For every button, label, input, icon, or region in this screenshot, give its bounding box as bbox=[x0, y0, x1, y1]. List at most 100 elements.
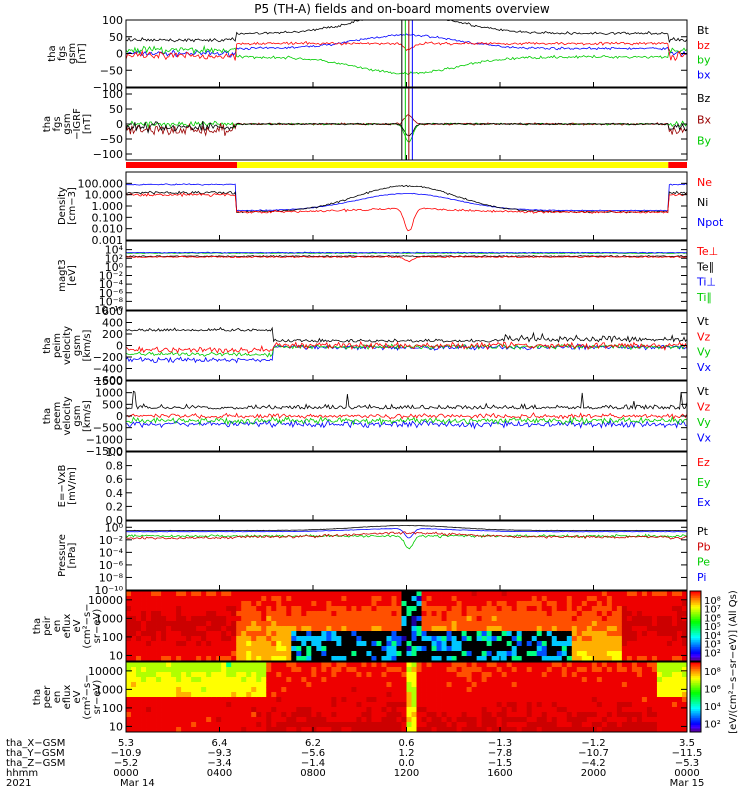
spectrogram-cell bbox=[661, 651, 668, 657]
spectrogram-cell bbox=[196, 717, 202, 723]
spectrogram-cell bbox=[596, 656, 603, 661]
spectrogram-cell bbox=[541, 626, 548, 632]
spectrogram-cell bbox=[441, 621, 447, 627]
series-line-Vz bbox=[126, 340, 687, 354]
spectrogram-cell bbox=[511, 641, 518, 647]
spectrogram-cell bbox=[516, 662, 523, 668]
spectrogram-cell bbox=[511, 707, 518, 713]
spectrogram-cell bbox=[331, 722, 337, 728]
spectrogram-cell bbox=[466, 662, 473, 668]
spectrogram-cell bbox=[226, 672, 232, 678]
spectrogram-cell bbox=[491, 611, 498, 617]
spectrogram-cell bbox=[211, 621, 217, 627]
spectrogram-cell bbox=[671, 601, 678, 607]
spectrogram-cell bbox=[341, 692, 347, 698]
spectrogram-cell bbox=[506, 631, 513, 637]
spectrogram-cell bbox=[676, 682, 683, 688]
spectrogram-cell bbox=[481, 636, 488, 642]
spectrogram-cell bbox=[436, 682, 442, 688]
y-axis-label-line: fgs bbox=[57, 46, 68, 61]
spectrogram-cell bbox=[651, 712, 658, 718]
spectrogram-cell bbox=[276, 606, 282, 612]
spectrogram-cell bbox=[651, 606, 658, 612]
spectrogram-cell bbox=[366, 621, 372, 627]
spectrogram-cell bbox=[201, 697, 207, 703]
spectrogram-cell bbox=[466, 697, 473, 703]
spectrogram-cell bbox=[411, 626, 417, 632]
spectrogram-cell bbox=[196, 702, 202, 708]
spectrogram-cell bbox=[196, 636, 202, 642]
spectrogram-cell bbox=[506, 656, 513, 661]
spectrogram-cell bbox=[176, 656, 182, 661]
spectrogram-cell bbox=[241, 611, 247, 617]
spectrogram-cell bbox=[441, 707, 447, 713]
spectrogram-cell bbox=[301, 692, 307, 698]
spectrogram-cell bbox=[376, 596, 382, 602]
spectrogram-cell bbox=[161, 697, 167, 703]
spectrogram-cell bbox=[596, 621, 603, 627]
spectrogram-cell bbox=[176, 672, 182, 678]
spectrogram-cell bbox=[666, 621, 673, 627]
spectrogram-cell bbox=[536, 656, 543, 661]
colorbar-tick: 10⁶ bbox=[704, 613, 721, 624]
spectrogram-cell bbox=[486, 697, 493, 703]
series-line-Ni bbox=[126, 184, 687, 214]
legend-Npot: Npot bbox=[697, 216, 724, 229]
spectrogram-cell bbox=[151, 651, 157, 657]
spectrogram-cell bbox=[386, 697, 392, 703]
spectrogram-cell bbox=[601, 692, 608, 698]
spectrogram-cell bbox=[481, 591, 488, 597]
spectrogram-cell bbox=[351, 697, 357, 703]
colorbar-step bbox=[690, 629, 701, 632]
spectrogram-cell bbox=[596, 662, 603, 668]
spectrogram-cell bbox=[351, 687, 357, 693]
spectrogram-cell bbox=[376, 646, 382, 652]
spectrogram-cell bbox=[561, 712, 568, 718]
spectrogram-cell bbox=[211, 616, 217, 622]
panel-peer-spectrogram: 10000100010010thapeerenefluxeV(cm²−s−sr−… bbox=[32, 661, 688, 733]
spectrogram-cell bbox=[361, 722, 367, 728]
spectrogram-cell bbox=[456, 727, 462, 732]
ytick-label: 50 bbox=[109, 103, 123, 116]
y-axis-label: Pressure[nPa] bbox=[57, 534, 78, 577]
spectrogram-cell bbox=[336, 687, 342, 693]
spectrogram-cell bbox=[291, 687, 297, 693]
spectrogram-cell bbox=[156, 697, 162, 703]
spectrogram-cell bbox=[391, 611, 397, 617]
spectrogram-cell bbox=[261, 667, 267, 673]
spectrogram-cell bbox=[616, 641, 623, 647]
spectrogram-cell bbox=[286, 596, 292, 602]
spectrogram-cell bbox=[581, 646, 588, 652]
spectrogram-cell bbox=[166, 702, 172, 708]
spectrogram-cell bbox=[331, 616, 337, 622]
spectrogram-cell bbox=[586, 616, 593, 622]
spectrogram-cell bbox=[401, 606, 407, 612]
spectrogram-cell bbox=[211, 636, 217, 642]
spectrogram-cell bbox=[621, 631, 628, 637]
spectrogram-cell bbox=[391, 707, 397, 713]
spectrogram-cell bbox=[561, 596, 568, 602]
spectrogram-cell bbox=[381, 641, 387, 647]
table-cell: 1200 bbox=[394, 768, 419, 779]
colorbar-step bbox=[690, 700, 701, 703]
spectrogram-cell bbox=[416, 727, 422, 732]
spectrogram-cell bbox=[431, 641, 437, 647]
spectrogram-cell bbox=[646, 616, 653, 622]
spectrogram-cell bbox=[621, 651, 628, 657]
spectrogram-cell bbox=[481, 596, 488, 602]
spectrogram-cell bbox=[506, 672, 513, 678]
spectrogram-cell bbox=[641, 717, 648, 723]
series-line-Npot bbox=[126, 182, 687, 212]
spectrogram-cell bbox=[201, 687, 207, 693]
spectrogram-cell bbox=[321, 682, 327, 688]
spectrogram-cell bbox=[681, 692, 687, 698]
mode-bar-segment bbox=[237, 162, 669, 168]
spectrogram-cell bbox=[301, 727, 307, 732]
spectrogram-cell bbox=[526, 662, 533, 668]
spectrogram-cell bbox=[661, 611, 668, 617]
table-cell: 6.2 bbox=[305, 738, 321, 749]
spectrogram-cell bbox=[566, 672, 573, 678]
spectrogram-cell bbox=[656, 672, 663, 678]
spectrogram-cell bbox=[236, 621, 242, 627]
